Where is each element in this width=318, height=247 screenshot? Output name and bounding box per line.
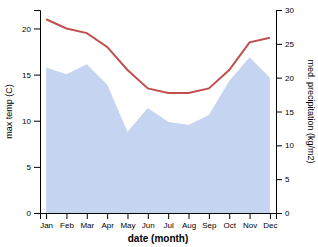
tick: 15 (276, 108, 294, 117)
y2-axis: 0 5 10 15 20 25 30 (276, 6, 294, 218)
tick: 20 (276, 74, 294, 83)
tick-mark (107, 213, 108, 219)
tick-label: Oct (223, 221, 236, 230)
tick-mark (276, 213, 282, 214)
tick-label: Jul (164, 221, 174, 230)
tick-label: Dec (263, 221, 277, 230)
tick-mark (34, 75, 40, 76)
tick: 0 (27, 209, 40, 218)
tick-mark (276, 145, 282, 146)
tick-label: 0 (285, 209, 290, 218)
tick-label: Aug (182, 221, 196, 230)
tick-mark (46, 213, 47, 219)
y-axis-title: max temp (C) (4, 84, 14, 139)
axis-line (34, 11, 41, 214)
tick-mark (148, 213, 149, 219)
tick: Dec (263, 213, 277, 230)
tick-label: 20 (22, 25, 31, 34)
tick-mark (229, 213, 230, 219)
tick: 20 (22, 25, 40, 34)
tick: 15 (22, 71, 40, 80)
tick-mark (168, 213, 169, 219)
tick: Feb (60, 213, 74, 230)
tick-label: 20 (285, 74, 294, 83)
y-axis: 0 5 10 15 20 (22, 11, 40, 219)
tick-mark (34, 167, 40, 168)
tick-label: 0 (27, 209, 32, 218)
tick-label: 30 (285, 6, 294, 15)
tick-label: Feb (60, 221, 74, 230)
tick-mark (34, 213, 40, 214)
tick-mark (34, 121, 40, 122)
x-axis: Jan Feb Mar Apr May Jun Jul Aug Sep Oct Nov Dec (40, 213, 277, 230)
tick: Aug (182, 213, 196, 230)
x-axis-title: date (month) (128, 233, 189, 244)
tick-label: 15 (22, 71, 31, 80)
tick: May (120, 213, 135, 230)
tick-label: May (120, 221, 135, 230)
tick: 10 (22, 117, 40, 126)
tick-mark (66, 213, 67, 219)
tick-label: 5 (27, 163, 32, 172)
tick: Nov (243, 213, 257, 230)
tick: 0 (276, 209, 290, 218)
tick-mark (276, 78, 282, 79)
axis-line (277, 11, 283, 214)
tick-mark (276, 44, 282, 45)
tick-label: Sep (202, 221, 217, 230)
tick-label: Apr (101, 221, 114, 230)
tick-label: Jun (142, 221, 155, 230)
tick-mark (87, 213, 88, 219)
precip-area (46, 57, 270, 213)
tick: Jan (40, 213, 53, 230)
tick-label: 10 (285, 141, 294, 150)
tick-label: 25 (285, 40, 294, 49)
tick-label: 10 (22, 117, 31, 126)
plot-area (46, 19, 270, 213)
tick-label: 5 (285, 175, 290, 184)
temp-line (46, 19, 270, 93)
chart: Jan Feb Mar Apr May Jun Jul Aug Sep Oct Nov Dec 0 5 10… (0, 0, 318, 247)
tick-mark (276, 10, 282, 11)
tick: 30 (276, 6, 294, 15)
tick: Sep (202, 213, 217, 230)
tick-label: 15 (285, 108, 294, 117)
tick-label: Jan (40, 221, 53, 230)
tick: Apr (101, 213, 114, 230)
tick: 5 (276, 175, 290, 184)
tick: 5 (27, 163, 40, 172)
y2-axis-title: med. precipitation (kg/m2) (306, 59, 316, 163)
tick-label: Nov (243, 221, 257, 230)
tick-mark (276, 179, 282, 180)
tick: 25 (276, 40, 294, 49)
tick-mark (270, 213, 271, 219)
tick-mark (209, 213, 210, 219)
tick-mark (34, 28, 40, 29)
tick-mark (276, 112, 282, 113)
axis-line (41, 214, 277, 220)
tick: 10 (276, 141, 294, 150)
tick-mark (127, 213, 128, 219)
tick-label: Mar (80, 221, 94, 230)
tick-mark (189, 213, 190, 219)
tick-mark (250, 213, 251, 219)
tick: Jun (142, 213, 155, 230)
tick: Oct (223, 213, 236, 230)
tick: Jul (164, 213, 174, 230)
tick: Mar (80, 213, 94, 230)
